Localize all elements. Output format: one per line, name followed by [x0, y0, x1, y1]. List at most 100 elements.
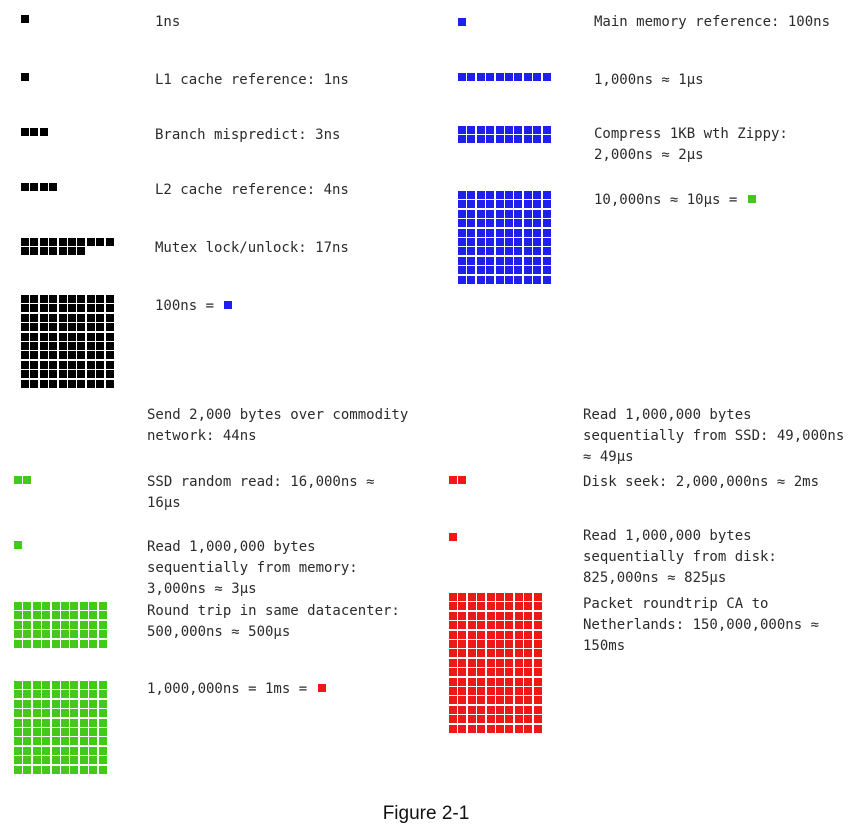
block-cell [86, 295, 95, 303]
block-cell [14, 602, 22, 610]
block-cell [542, 200, 551, 209]
block-cell [79, 699, 88, 708]
block-cell [30, 323, 39, 332]
block-cell [42, 602, 51, 610]
block-cell [495, 266, 504, 275]
block-cell [61, 681, 69, 689]
block-cell [61, 611, 69, 620]
block-cell [79, 602, 88, 610]
block-cell [77, 370, 86, 379]
equals-swatch [747, 195, 756, 203]
block-cell [523, 247, 532, 256]
block-cell [23, 611, 32, 620]
block-cell [21, 323, 29, 332]
block-cell [21, 295, 29, 303]
block-cell [533, 135, 542, 144]
block-cell [467, 247, 476, 256]
block-cell [505, 275, 513, 284]
block-cell [467, 649, 476, 658]
block-cell [70, 728, 79, 736]
block-cell [98, 699, 107, 708]
block-cell [458, 275, 466, 284]
block-cell [496, 715, 504, 724]
latency-label-text: 100ns = [155, 298, 223, 314]
block-cell [51, 737, 60, 746]
block-cell [68, 238, 76, 246]
block-cell [514, 602, 523, 611]
latency-label-text: Round trip in same datacenter: 500,000ns… [147, 603, 400, 640]
block-cell [89, 699, 98, 708]
block-cell [477, 677, 486, 686]
latency-label-text: Disk seek: 2,000,000ns ≈ 2ms [583, 474, 820, 490]
block-cell [39, 379, 48, 388]
block-cell [514, 266, 523, 275]
block-cell [495, 275, 504, 284]
block-cell [458, 126, 466, 134]
block-cell [505, 209, 513, 218]
block-cell [496, 658, 504, 667]
block-cell [496, 696, 504, 705]
block-cell [514, 135, 523, 144]
block-cell [495, 209, 504, 218]
block-cell [458, 135, 466, 144]
block-cell [42, 611, 51, 620]
block-cell [458, 724, 467, 733]
block-cell [486, 126, 495, 134]
block-cell [21, 342, 29, 350]
block-cell [514, 677, 523, 686]
block-cell [449, 649, 457, 658]
block-cell [514, 593, 523, 601]
block-cell [514, 715, 523, 724]
latency-label-text: 1,000,000ns = 1ms = [147, 681, 316, 697]
block-cell [79, 709, 88, 718]
block-cell [533, 266, 542, 275]
block-cell [96, 379, 105, 388]
block-cell [68, 323, 76, 332]
block-cell [58, 342, 67, 350]
block-cell [505, 677, 514, 686]
latency-label: Branch mispredict: 3ns [155, 125, 415, 146]
block-cell [70, 639, 79, 648]
latency-label: Send 2,000 bytes over commodity network:… [147, 405, 417, 447]
block-cell [49, 323, 58, 332]
latency-label: Round trip in same datacenter: 500,000ns… [147, 601, 417, 643]
block-cell [51, 639, 60, 648]
block-cell [486, 715, 495, 724]
block-cell [533, 705, 542, 714]
block-cell [21, 15, 29, 23]
block-cell [49, 342, 58, 350]
block-cell [523, 209, 532, 218]
block-cell [542, 266, 551, 275]
block-cell [70, 630, 79, 639]
block-cell [542, 228, 551, 237]
block-cell [486, 621, 495, 630]
block-cell [542, 219, 551, 228]
block-cell [49, 304, 58, 313]
block-cell [14, 756, 22, 765]
block-cell [30, 332, 39, 341]
block-cell [49, 295, 58, 303]
block-cell [51, 746, 60, 755]
block-cell [524, 687, 533, 695]
block-cell [514, 611, 523, 620]
block-cell [524, 696, 533, 705]
block-cell [458, 256, 466, 265]
block-cell [449, 677, 457, 686]
block-cell [477, 640, 486, 648]
block-cell [32, 709, 41, 718]
block-cell [486, 275, 495, 284]
block-cell [58, 379, 67, 388]
block-cell [105, 304, 114, 313]
block-cell [477, 696, 486, 705]
block-cell [514, 275, 523, 284]
block-cell [51, 602, 60, 610]
block-cell [486, 209, 495, 218]
block-cell [533, 658, 542, 667]
block-cell [32, 765, 41, 774]
block-cell [476, 73, 485, 81]
block-cell [86, 379, 95, 388]
block-cell [98, 630, 107, 639]
block-cell [61, 699, 69, 708]
block-cell [68, 304, 76, 313]
block-cell [533, 724, 542, 733]
